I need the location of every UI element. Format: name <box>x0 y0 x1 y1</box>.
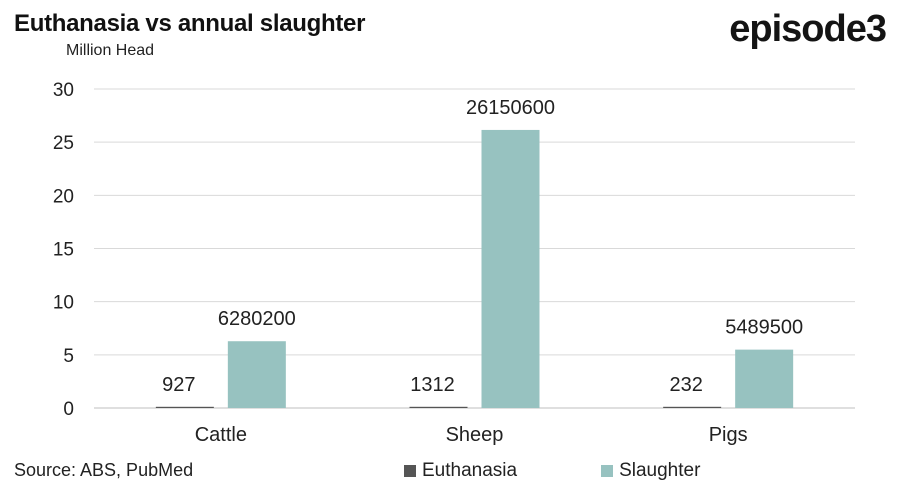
x-axis-ticks: Cattle Sheep Pigs <box>195 424 748 446</box>
data-label-cattle-euthanasia: 927 <box>162 374 195 396</box>
data-label-sheep-slaughter: 26150600 <box>466 97 555 119</box>
y-axis-unit-label: Million Head <box>66 42 155 59</box>
legend-swatch-euthanasia <box>404 465 416 477</box>
brand-logo: episode3 <box>729 8 887 50</box>
data-label-cattle-slaughter: 6280200 <box>218 308 296 330</box>
y-tick-label: 0 <box>63 399 74 420</box>
y-axis-ticks: 0 5 10 15 20 25 30 <box>53 80 74 420</box>
data-label-pigs-euthanasia: 232 <box>669 374 702 396</box>
x-tick-label-sheep: Sheep <box>446 424 504 446</box>
legend-item-slaughter: Slaughter <box>601 460 700 482</box>
x-tick-label-cattle: Cattle <box>195 424 247 446</box>
x-tick-label-pigs: Pigs <box>709 424 748 446</box>
legend-item-euthanasia: Euthanasia <box>404 460 517 482</box>
y-tick-label: 15 <box>53 240 74 261</box>
bar-sheep-slaughter <box>481 129 540 408</box>
y-tick-label: 5 <box>63 346 74 367</box>
y-tick-label: 10 <box>53 293 74 314</box>
source-note: Source: ABS, PubMed <box>14 460 194 480</box>
bar-pigs-slaughter <box>735 349 794 408</box>
data-label-pigs-slaughter: 5489500 <box>725 317 803 339</box>
legend-label-euthanasia: Euthanasia <box>422 460 518 481</box>
gridlines <box>94 88 855 409</box>
legend-label-slaughter: Slaughter <box>619 460 701 481</box>
bar-sheep-euthanasia <box>409 406 468 408</box>
chart-title: Euthanasia vs annual slaughter <box>14 10 366 37</box>
data-label-sheep-euthanasia: 1312 <box>410 374 455 396</box>
bar-cattle-euthanasia <box>155 406 214 408</box>
y-tick-label: 20 <box>53 186 74 207</box>
data-labels: 927 6280200 1312 26150600 232 5489500 <box>162 97 803 396</box>
y-tick-label: 30 <box>53 80 74 101</box>
y-tick-label: 25 <box>53 133 74 154</box>
bars <box>155 129 794 408</box>
legend-swatch-slaughter <box>601 465 614 477</box>
legend: Euthanasia Slaughter <box>404 460 700 482</box>
bar-pigs-euthanasia <box>663 406 722 408</box>
bar-cattle-slaughter <box>227 341 286 408</box>
